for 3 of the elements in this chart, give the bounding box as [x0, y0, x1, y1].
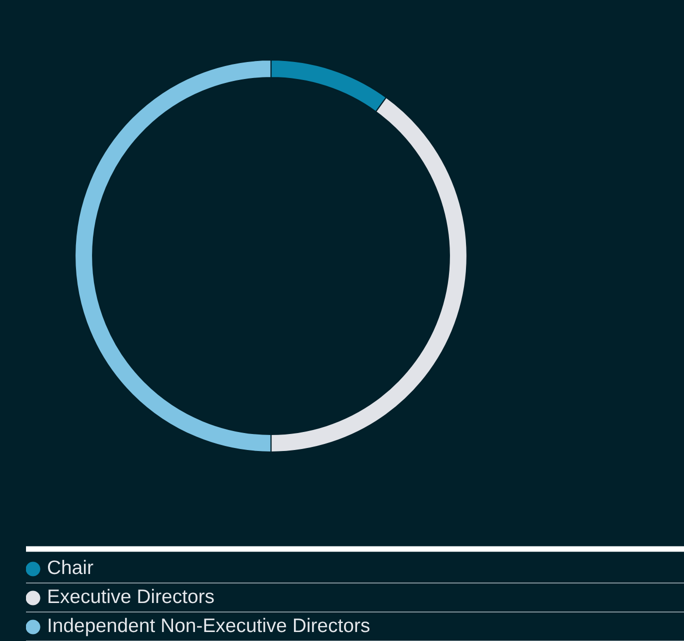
- legend-label: Chair: [48, 560, 94, 574]
- legend-label: Independent Non-Executive Directors: [48, 618, 370, 636]
- legend-label: Executive Directors: [48, 588, 214, 604]
